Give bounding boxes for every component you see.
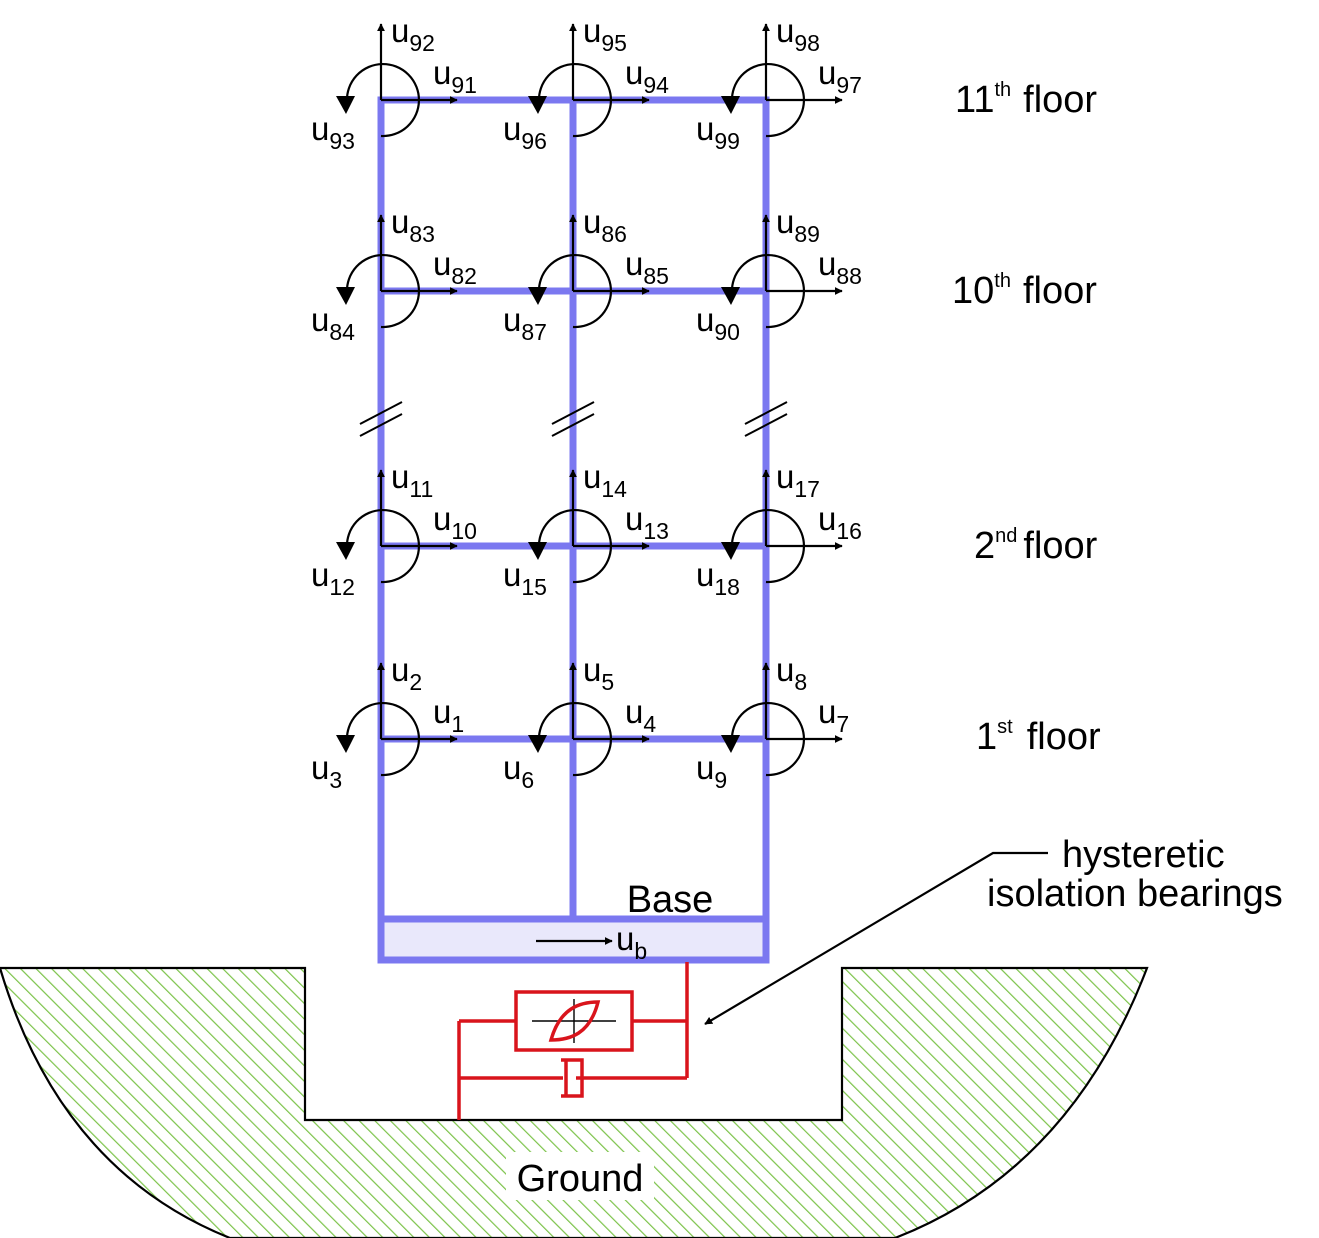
vertical-dof-label: u17 (776, 458, 820, 502)
rotation-dof-label: u15 (503, 556, 547, 600)
rotation-dof-arc (730, 62, 806, 138)
hysteretic-element (514, 990, 634, 1052)
rotation-arrowhead (336, 287, 355, 305)
rotation-arrowhead (528, 96, 547, 114)
rotation-dof-arc (537, 253, 613, 329)
horizontal-dof-label: u91 (433, 54, 477, 98)
rotation-arrowhead (336, 735, 355, 753)
break-mark-middle (551, 401, 595, 437)
rotation-dof-arc (730, 253, 806, 329)
vertical-dof-label: u95 (583, 12, 627, 56)
rotation-dof-arc (345, 508, 421, 584)
horizontal-dof-label: u16 (818, 500, 862, 544)
rotation-dof-arc (537, 62, 613, 138)
rotation-dof-label: u84 (311, 301, 355, 345)
bearing-label-line1: hysteretic (1062, 834, 1225, 876)
floor-label-10: 10th floor (952, 270, 1097, 312)
horizontal-dof-label: u88 (818, 245, 862, 289)
ground-label-bg (506, 1152, 654, 1200)
vertical-dof-label: u2 (391, 651, 422, 695)
rotation-dof-label: u99 (696, 110, 740, 154)
rotation-dof-label: u18 (696, 556, 740, 600)
horizontal-dof-label: u82 (433, 245, 477, 289)
floor-label-11: 11th floor (955, 79, 1097, 121)
hysteresis-loop-icon (548, 1000, 601, 1042)
break-mark-right (744, 401, 788, 437)
horizontal-dof-label: u94 (625, 54, 669, 98)
rotation-arrowhead (528, 735, 547, 753)
bearing-label-line2: isolation bearings (987, 873, 1283, 915)
floor-label-1: 1st floor (976, 716, 1101, 758)
rotation-dof-label: u9 (696, 749, 727, 793)
dof-layer: u91u92u93u94u95u96u97u98u99u82u83u84u85u… (311, 12, 862, 793)
floor-label-2: 2nd floor (974, 525, 1098, 567)
rotation-arrowhead (336, 542, 355, 560)
vertical-dof-label: u5 (583, 651, 614, 695)
break-mark-left (359, 401, 403, 437)
base-label: Base (627, 879, 714, 921)
horizontal-dof-label: u7 (818, 693, 849, 737)
rotation-dof-label: u3 (311, 749, 342, 793)
horizontal-dof-label: u85 (625, 245, 669, 289)
rotation-arrowhead (528, 542, 547, 560)
base-dof-label: ub (616, 920, 647, 964)
vertical-dof-label: u8 (776, 651, 807, 695)
rotation-arrowhead (336, 96, 355, 114)
vertical-dof-label: u14 (583, 458, 627, 502)
vertical-dof-label: u92 (391, 12, 435, 56)
rotation-arrowhead (721, 96, 740, 114)
ground (0, 966, 1149, 1238)
isolation-bearing (457, 962, 689, 1120)
rotation-dof-arc (345, 253, 421, 329)
rotation-dof-arc (345, 701, 421, 777)
bearing-leader-arrow (704, 851, 1048, 1025)
rotation-dof-arc (730, 508, 806, 584)
vertical-dof-label: u89 (776, 203, 820, 247)
rotation-dof-label: u87 (503, 301, 547, 345)
rotation-dof-label: u90 (696, 301, 740, 345)
rotation-arrowhead (721, 287, 740, 305)
rotation-dof-arc (537, 701, 613, 777)
horizontal-dof-label: u1 (433, 693, 464, 737)
horizontal-dof-label: u97 (818, 54, 862, 98)
horizontal-dof-label: u10 (433, 500, 477, 544)
horizontal-dof-label: u4 (625, 693, 656, 737)
rotation-dof-label: u12 (311, 556, 355, 600)
vertical-dof-label: u98 (776, 12, 820, 56)
rotation-dof-label: u93 (311, 110, 355, 154)
rotation-dof-arc (537, 508, 613, 584)
base-slab (377, 915, 770, 964)
rotation-arrowhead (528, 287, 547, 305)
rotation-dof-arc (730, 701, 806, 777)
rotation-arrowhead (721, 735, 740, 753)
vertical-dof-label: u86 (583, 203, 627, 247)
rotation-arrowhead (721, 542, 740, 560)
rotation-dof-arc (345, 62, 421, 138)
ground-label: Ground (517, 1158, 644, 1200)
rotation-dof-label: u6 (503, 749, 534, 793)
vertical-dof-label: u11 (391, 458, 433, 502)
vertical-dof-label: u83 (391, 203, 435, 247)
damper-cylinder-icon (561, 1058, 584, 1098)
horizontal-dof-label: u13 (625, 500, 669, 544)
rotation-dof-label: u96 (503, 110, 547, 154)
